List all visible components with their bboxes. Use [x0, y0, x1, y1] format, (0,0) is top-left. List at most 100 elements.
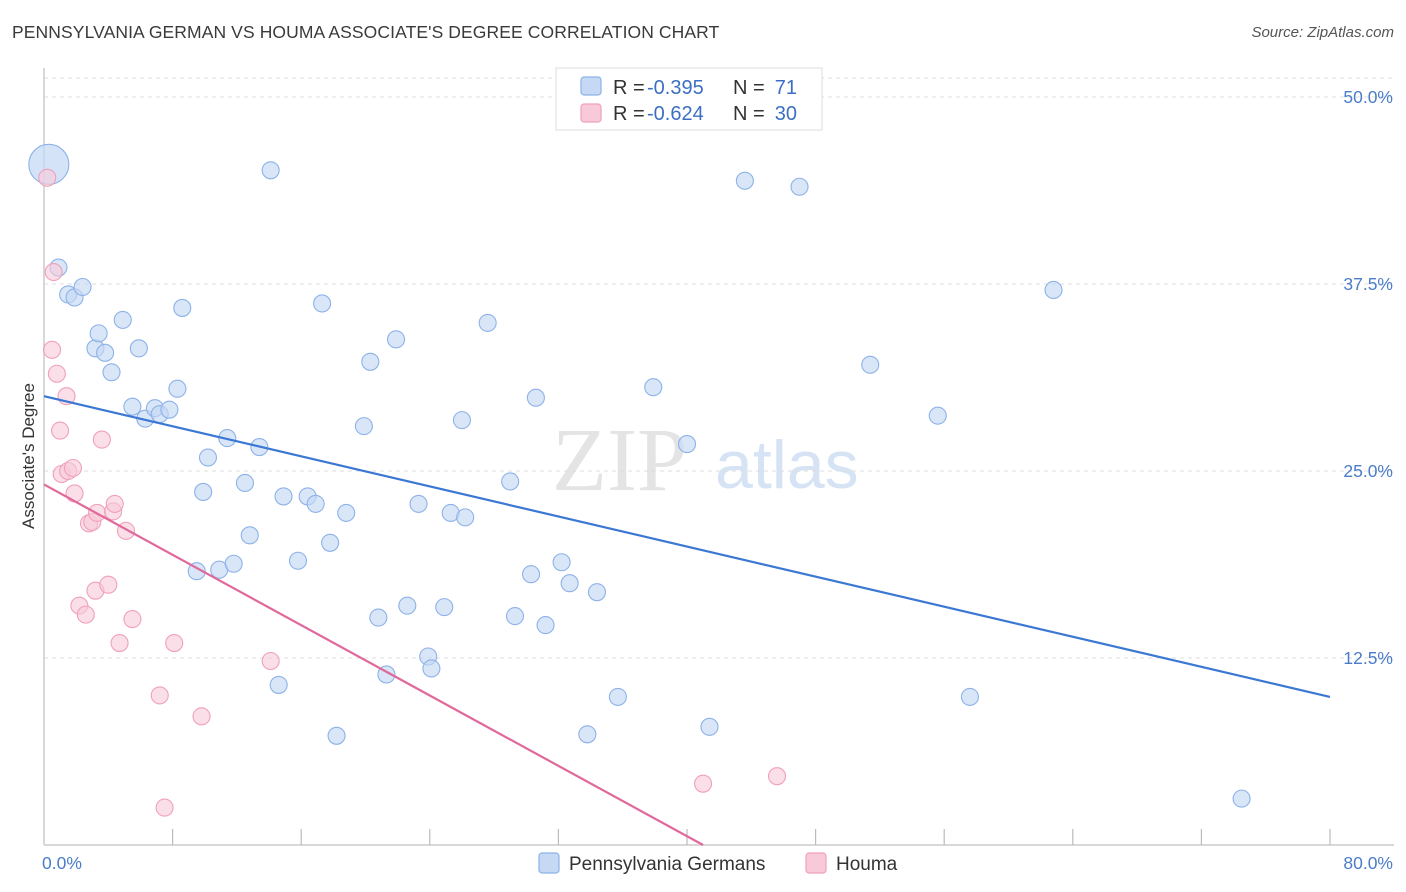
point-pennsylvania-germans — [96, 343, 115, 362]
point-pennsylvania-germans — [369, 608, 388, 627]
point-pennsylvania-germans — [587, 583, 607, 602]
point-houma — [767, 767, 787, 786]
point-pennsylvania-germans — [361, 352, 380, 371]
point-pennsylvania-germans — [1044, 280, 1063, 300]
legend-blue-n-value: 71 — [775, 77, 797, 99]
gridlines — [44, 77, 1394, 659]
point-pennsylvania-germans — [224, 554, 243, 573]
point-pennsylvania-germans — [677, 435, 697, 454]
point-pennsylvania-germans — [235, 473, 254, 493]
legend-bottom: Pennsylvania Germans Houma — [538, 852, 898, 875]
point-pennsylvania-germans — [960, 687, 979, 706]
point-pennsylvania-germans — [552, 553, 571, 572]
y-tick-labels: 12.5% 25.0% 37.5% 50.0% — [1343, 87, 1393, 668]
point-pennsylvania-germans — [194, 482, 213, 501]
point-pennsylvania-germans — [321, 533, 340, 552]
point-pennsylvania-germans — [168, 379, 187, 398]
point-pennsylvania-germans — [306, 494, 325, 513]
point-pennsylvania-germans — [240, 526, 259, 545]
point-houma — [261, 651, 280, 671]
point-houma — [65, 484, 84, 503]
legend-pink-swatch — [580, 103, 602, 123]
series-houma — [38, 168, 787, 817]
legend-pink-n-label: N = — [733, 103, 765, 125]
point-houma — [47, 364, 66, 383]
point-pennsylvania-germans — [337, 503, 356, 522]
point-pennsylvania-germans — [422, 659, 441, 678]
point-pennsylvania-germans — [560, 574, 579, 593]
legend-pink-r-value: -0.624 — [647, 103, 704, 125]
legend-bottom-pink-label: Houma — [836, 854, 898, 875]
point-pennsylvania-germans — [187, 562, 206, 581]
point-pennsylvania-germans — [608, 687, 627, 706]
point-pennsylvania-germans — [409, 494, 428, 513]
y-axis-label: Associate's Degree — [19, 383, 38, 529]
legend-bottom-pink-swatch — [805, 852, 827, 874]
point-houma — [105, 494, 124, 513]
point-pennsylvania-germans — [73, 277, 92, 297]
legend-blue-n-label: N = — [733, 77, 765, 99]
point-pennsylvania-germans — [452, 411, 472, 430]
point-pennsylvania-germans — [102, 363, 121, 382]
point-pennsylvania-germans — [735, 171, 754, 190]
point-pennsylvania-germans — [456, 508, 475, 527]
point-pennsylvania-germans — [173, 298, 192, 317]
point-pennsylvania-germans — [700, 717, 719, 736]
y-tick-label: 12.5% — [1343, 648, 1393, 668]
point-pennsylvania-germans — [89, 324, 108, 343]
point-houma — [42, 340, 62, 359]
point-pennsylvania-germans — [113, 310, 132, 329]
legend-pink-r-label: R = — [613, 103, 645, 125]
y-tick-label: 50.0% — [1343, 87, 1393, 107]
point-pennsylvania-germans — [129, 339, 148, 358]
trend-line-pennsylvania-germans — [43, 395, 1331, 698]
point-pennsylvania-germans — [928, 406, 947, 425]
point-houma — [192, 707, 211, 726]
chart-title: PENNSYLVANIA GERMAN VS HOUMA ASSOCIATE'S… — [12, 22, 720, 42]
point-pennsylvania-germans — [274, 487, 293, 506]
point-pennsylvania-germans — [435, 598, 454, 617]
source-credit: Source: ZipAtlas.com — [1251, 24, 1394, 41]
point-pennsylvania-germans — [313, 294, 332, 313]
y-tick-label: 37.5% — [1343, 274, 1393, 294]
point-houma — [44, 262, 63, 282]
point-pennsylvania-germans — [327, 726, 346, 745]
watermark-atlas: atlas — [715, 427, 859, 503]
trend-line-houma — [43, 483, 704, 846]
point-pennsylvania-germans — [198, 448, 218, 467]
point-houma — [150, 686, 169, 705]
point-pennsylvania-germans — [536, 616, 555, 635]
point-houma — [165, 633, 184, 653]
point-houma — [99, 575, 118, 594]
point-houma — [63, 458, 82, 478]
point-pennsylvania-germans — [386, 330, 406, 349]
point-pennsylvania-germans — [501, 472, 520, 491]
legend-top: R = -0.395 N = 71 R = -0.624 N = 30 — [555, 67, 823, 131]
point-pennsylvania-germans — [478, 313, 497, 332]
point-pennsylvania-germans — [644, 378, 663, 397]
point-pennsylvania-germans — [269, 675, 288, 694]
point-pennsylvania-germans — [505, 607, 525, 626]
legend-bottom-blue-label: Pennsylvania Germans — [569, 854, 765, 875]
point-pennsylvania-germans — [354, 417, 373, 436]
point-pennsylvania-germans — [861, 355, 880, 374]
point-pennsylvania-germans — [160, 400, 179, 419]
point-houma — [110, 633, 129, 653]
watermark-zip: ZIP — [552, 411, 687, 510]
point-houma — [155, 798, 174, 817]
point-houma — [92, 430, 111, 449]
point-pennsylvania-germans — [578, 725, 597, 744]
point-pennsylvania-germans — [261, 161, 280, 180]
y-tick-label: 25.0% — [1343, 461, 1393, 481]
point-pennsylvania-germans — [790, 177, 809, 196]
trend-lines — [43, 395, 1331, 846]
point-pennsylvania-germans — [522, 565, 541, 584]
x-tick-marks — [172, 829, 1331, 845]
x-tick-label-min: 0.0% — [42, 853, 82, 873]
point-pennsylvania-germans — [288, 551, 308, 570]
point-houma — [694, 774, 713, 793]
point-pennsylvania-germans — [398, 596, 417, 615]
legend-blue-swatch — [580, 76, 602, 96]
legend-blue-r-label: R = — [613, 77, 645, 99]
